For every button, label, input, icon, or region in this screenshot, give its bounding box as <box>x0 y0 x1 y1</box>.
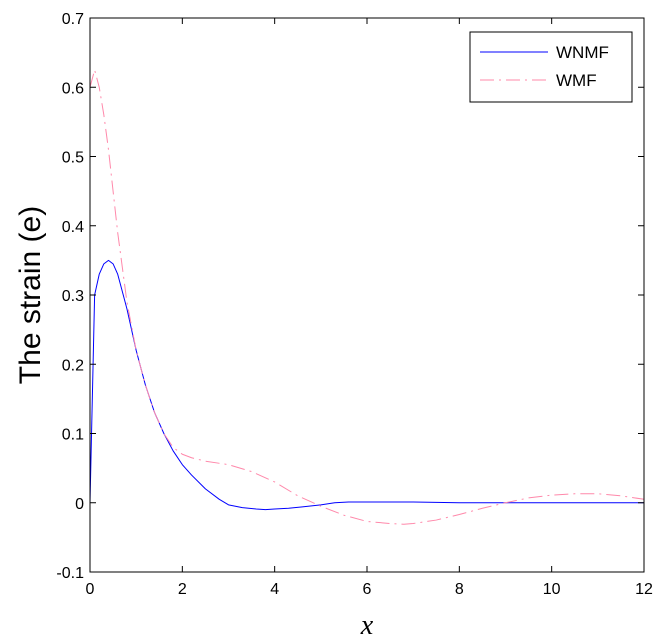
x-tick-label: 2 <box>178 581 187 598</box>
x-tick-label: 6 <box>363 581 372 598</box>
x-axis-title: x <box>360 610 374 640</box>
y-tick-label: -0.1 <box>56 565 84 582</box>
x-tick-label: 12 <box>635 581 653 598</box>
y-tick-label: 0.4 <box>62 219 84 236</box>
y-tick-label: 0.3 <box>62 288 84 305</box>
y-tick-label: 0.5 <box>62 150 84 167</box>
y-tick-label: 0 <box>75 496 84 513</box>
series-line-wmf <box>89 69 645 525</box>
y-axis: -0.1 0 0.1 0.2 0.3 0.4 0.5 0.6 0.7 <box>56 11 644 582</box>
x-tick-label: 4 <box>270 581 279 598</box>
series-line-wnmf <box>89 259 644 511</box>
y-tick-label: 0.7 <box>62 11 84 28</box>
y-tick-label: 0.6 <box>62 80 84 97</box>
legend-box <box>469 31 633 103</box>
x-axis: 0 2 4 6 8 10 12 <box>86 18 653 598</box>
x-tick-label: 10 <box>543 581 561 598</box>
x-tick-label: 8 <box>455 581 464 598</box>
y-tick-label: 0.1 <box>62 427 84 444</box>
series-layer <box>89 69 645 525</box>
legend-label-wnmf: WNMF <box>556 43 609 62</box>
y-tick-label: 0.2 <box>62 357 84 374</box>
legend-label-wmf: WMF <box>556 71 597 90</box>
y-axis-title: The strain (e) <box>14 206 47 384</box>
x-tick-label: 0 <box>86 581 95 598</box>
legend: WNMF WMF <box>469 31 633 103</box>
